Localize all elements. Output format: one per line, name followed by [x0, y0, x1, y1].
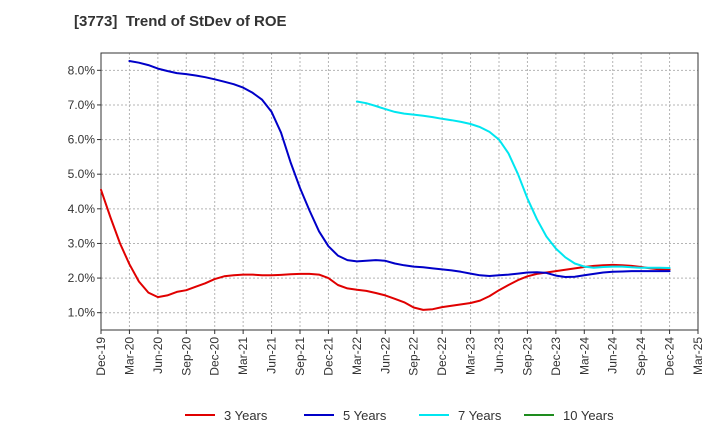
y-tick-label: 3.0%: [68, 236, 96, 250]
y-tick-label: 4.0%: [68, 202, 96, 216]
series-line-7-years: [355, 100, 671, 269]
x-tick-label: Dec-20: [208, 337, 222, 376]
legend-label: 3 Years: [224, 408, 268, 423]
x-tick-label: Dec-23: [549, 337, 563, 376]
y-tick-label: 5.0%: [68, 167, 96, 181]
x-axis-ticks: Dec-19 Mar-20 Jun-20 Sep-20 Dec-20 Mar-21 Jun-…: [94, 330, 705, 376]
x-tick-label: Dec-22: [435, 337, 449, 376]
x-tick-label: Mar-24: [577, 337, 591, 375]
legend: 3 Years 5 Years 7 Years 10 Years: [185, 408, 614, 423]
x-tick-label: Jun-20: [151, 337, 165, 374]
x-tick-label: Jun-23: [492, 337, 506, 374]
series-lines: [100, 60, 671, 311]
y-tick-label: 6.0%: [68, 133, 96, 147]
y-axis-ticks: 1.0% 2.0% 3.0% 4.0% 5.0% 6.0% 7.0% 8.0%: [68, 63, 101, 320]
y-tick-label: 1.0%: [68, 306, 96, 320]
y-tick-label: 2.0%: [68, 271, 96, 285]
x-tick-label: Dec-21: [321, 337, 335, 376]
x-tick-label: Mar-22: [350, 337, 364, 375]
legend-label: 7 Years: [458, 408, 502, 423]
x-tick-label: Sep-20: [179, 337, 193, 376]
chart-title: [3773] Trend of StDev of ROE: [74, 13, 287, 30]
x-tick-label: Mar-21: [236, 337, 250, 375]
x-tick-label: Mar-20: [122, 337, 136, 375]
x-tick-label: Sep-23: [520, 337, 534, 376]
series-line-3-years: [100, 188, 671, 311]
legend-label: 10 Years: [563, 408, 614, 423]
x-tick-label: Sep-24: [634, 337, 648, 376]
x-tick-label: Sep-21: [293, 337, 307, 376]
series-line-5-years: [128, 60, 671, 278]
x-tick-label: Jun-21: [265, 337, 279, 374]
x-tick-label: Mar-23: [464, 337, 478, 375]
grid: [100, 53, 699, 330]
x-tick-label: Dec-19: [94, 337, 108, 376]
x-tick-label: Jun-22: [378, 337, 392, 374]
x-tick-label: Mar-25: [691, 337, 705, 375]
x-tick-label: Jun-24: [606, 337, 620, 374]
legend-label: 5 Years: [343, 408, 387, 423]
x-tick-label: Sep-22: [407, 337, 421, 376]
y-tick-label: 7.0%: [68, 98, 96, 112]
y-tick-label: 8.0%: [68, 63, 96, 77]
x-tick-label: Dec-24: [663, 337, 677, 376]
